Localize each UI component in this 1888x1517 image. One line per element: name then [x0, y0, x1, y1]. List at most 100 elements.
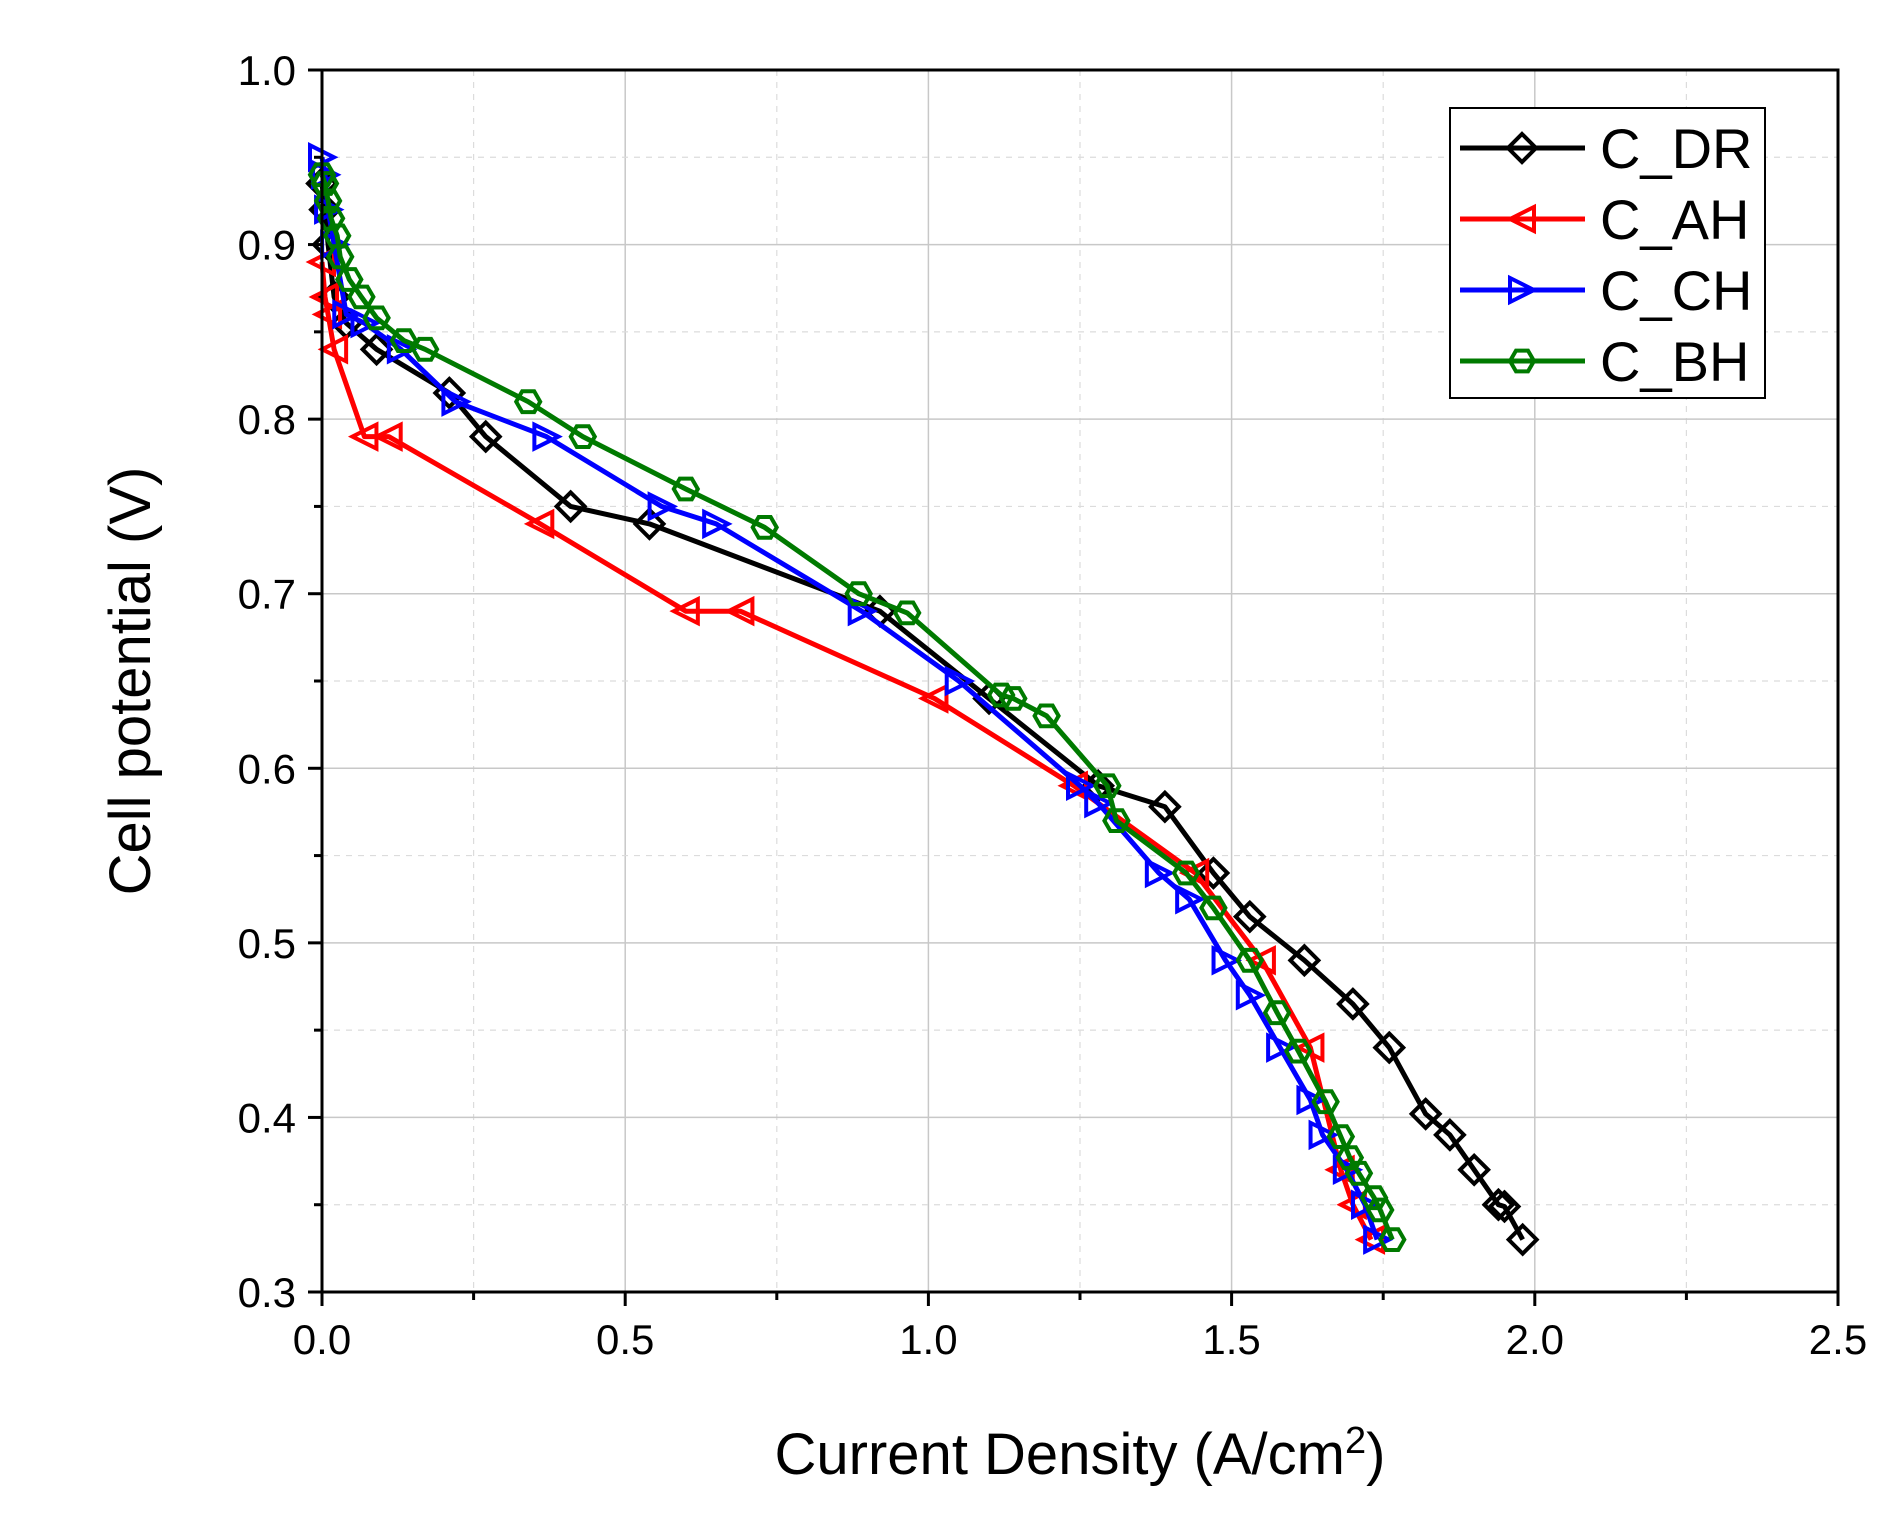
data-point-c-ah: [723, 595, 755, 627]
legend-marker: [1507, 348, 1537, 374]
data-point-c-bh: [389, 328, 419, 353]
data-point-c-ch: [1144, 857, 1176, 889]
data-point-c-ch: [944, 665, 976, 697]
x-tick-label: 1.5: [1202, 1316, 1260, 1363]
legend: C_DR C_AH C_CH C_BH: [1449, 107, 1766, 399]
data-point-c-bh: [1359, 1185, 1389, 1211]
data-point-c-dr: [1372, 1030, 1407, 1065]
plot-series: [305, 142, 1540, 1257]
data-point-c-ch: [1084, 787, 1115, 819]
axis-ticks: 0.0 0.5 1.0 1.5 2.0 2.5 0.3 0.4 0.5 0.6 0.7 0.8 0.9 1…: [238, 47, 1868, 1363]
x-tick-label: 2.0: [1506, 1316, 1564, 1363]
legend-item-c-ah: C_AH: [1460, 188, 1749, 251]
data-point-c-bh: [1235, 947, 1265, 973]
data-point-c-dr: [1232, 899, 1267, 934]
x-tick-label: 0.0: [293, 1316, 351, 1363]
data-point-c-bh: [1365, 1197, 1395, 1223]
data-point-c-ch: [1066, 770, 1097, 801]
x-tick-label: 0.5: [596, 1316, 654, 1363]
data-point-c-bh: [1283, 1038, 1313, 1064]
data-point-c-ch: [441, 386, 472, 417]
data-point-c-bh: [844, 581, 874, 607]
data-point-c-ah: [1245, 945, 1276, 976]
data-point-c-bh: [1102, 808, 1131, 833]
data-point-c-bh: [410, 336, 440, 362]
series-c-bh: [307, 162, 1407, 1252]
data-point-c-dr: [1481, 1187, 1516, 1222]
data-point-c-ah: [311, 299, 343, 330]
data-point-c-bh: [1032, 703, 1061, 729]
y-tick-label: 0.4: [238, 1094, 296, 1141]
data-point-c-ah: [523, 508, 555, 540]
y-tick-label: 0.3: [238, 1269, 296, 1316]
data-point-c-ah: [372, 421, 403, 452]
data-point-c-bh: [313, 188, 343, 214]
data-point-c-bh: [310, 171, 340, 196]
y-tick-label: 0.7: [238, 571, 296, 618]
legend-label: C_CH: [1600, 259, 1752, 322]
data-point-c-bh: [750, 515, 780, 540]
data-point-c-dr: [1148, 789, 1182, 824]
legend-label: C_DR: [1600, 117, 1752, 180]
data-point-c-dr: [359, 332, 394, 367]
data-point-c-bh: [1335, 1145, 1365, 1170]
legend-label: C_AH: [1600, 188, 1749, 251]
data-point-c-ch: [532, 421, 563, 452]
data-point-c-ch: [1211, 945, 1243, 976]
data-point-c-dr: [1487, 1189, 1522, 1224]
y-tick-label: 1.0: [238, 47, 296, 94]
data-point-c-dr: [1457, 1152, 1491, 1187]
data-point-c-bh: [1344, 1160, 1374, 1186]
data-point-c-ch: [1308, 1119, 1340, 1151]
data-point-c-ah: [317, 334, 349, 365]
data-point-c-dr: [1287, 943, 1322, 978]
data-point-c-bh: [1311, 1089, 1340, 1115]
x-tick-label: 1.0: [899, 1316, 957, 1363]
data-point-c-ch: [702, 508, 733, 540]
data-point-c-bh: [671, 476, 701, 502]
data-point-c-ch: [386, 334, 418, 365]
data-point-c-bh: [513, 389, 543, 415]
data-point-c-dr: [1336, 987, 1370, 1021]
legend-item-c-dr: C_DR: [1460, 117, 1752, 180]
data-point-c-ah: [308, 281, 340, 313]
y-tick-label: 0.5: [238, 920, 296, 967]
y-tick-label: 0.9: [238, 222, 296, 269]
x-tick-label: 2.5: [1809, 1316, 1867, 1363]
data-point-c-bh: [1171, 860, 1201, 886]
data-point-c-bh: [1262, 1000, 1292, 1026]
data-point-c-bh: [1092, 773, 1122, 799]
x-axis-title-superscript: 2: [1345, 1420, 1366, 1462]
legend-label: C_BH: [1600, 330, 1749, 393]
data-point-c-bh: [1199, 895, 1228, 921]
data-point-c-ch: [332, 299, 363, 330]
legend-marker: [1508, 274, 1539, 306]
data-point-c-bh: [347, 284, 376, 310]
data-point-c-bh: [998, 686, 1028, 711]
data-point-c-ch: [1235, 979, 1267, 1011]
legend-marker: [1505, 131, 1539, 165]
data-point-c-bh: [316, 206, 346, 231]
data-point-c-ah: [669, 595, 700, 627]
data-point-c-dr: [1505, 1222, 1540, 1257]
data-point-c-ch: [1296, 1084, 1327, 1116]
data-point-c-ah: [1354, 1224, 1386, 1255]
data-point-c-dr: [553, 489, 588, 524]
data-point-c-bh: [362, 305, 391, 331]
data-point-c-bh: [1377, 1227, 1407, 1252]
data-point-c-dr: [1433, 1118, 1467, 1152]
data-point-c-ch: [647, 491, 679, 522]
data-point-c-bh: [892, 600, 922, 626]
legend-item-c-bh: C_BH: [1460, 330, 1749, 393]
data-point-c-dr: [468, 419, 503, 454]
series-line-c-ch: [319, 156, 1380, 1241]
data-point-c-ch: [1266, 1032, 1297, 1063]
data-point-c-ch: [1363, 1224, 1394, 1255]
data-point-c-ah: [917, 683, 949, 714]
data-point-c-ch: [1351, 1189, 1382, 1220]
data-point-c-dr: [632, 507, 667, 541]
data-point-c-bh: [568, 424, 598, 449]
legend-marker: [1505, 203, 1536, 235]
data-point-c-bh: [307, 162, 337, 188]
